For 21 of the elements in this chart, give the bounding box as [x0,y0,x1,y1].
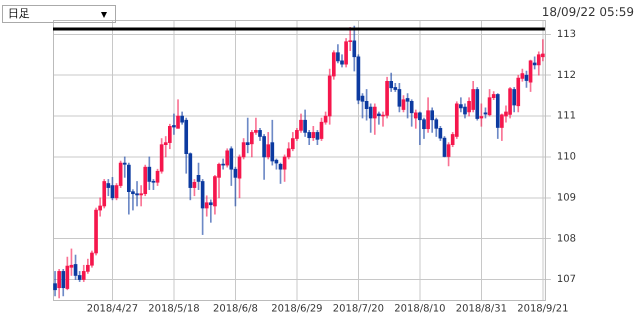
x-tick-label: 2018/5/18 [148,304,200,315]
text: 18/09/22 05:59 [542,5,634,19]
candlestick [484,108,488,118]
y-tick-label: 107 [556,274,576,286]
candlestick [135,181,139,206]
x-tick-label: 2018/6/29 [271,304,323,315]
y-tick-label: 110 [556,152,576,163]
candlestick [172,114,176,135]
y-tick-label: 109 [556,192,576,204]
y-tick-label: 113 [556,28,576,40]
y-tick-label: 112 [556,70,576,81]
x-tick-label: 2018/9/21 [517,304,569,315]
x-tick-label: 2018/8/31 [456,304,508,315]
y-tick-label: 108 [556,233,576,244]
x-tick-label: 2018/8/10 [394,304,446,315]
period-dropdown: 日足 [2,5,116,23]
x-tick-label: 2018/6/8 [212,304,258,315]
candlestick [278,162,282,184]
y-tick-label: 111 [556,110,576,122]
x-tick-label: 2018/7/20 [332,304,384,315]
x-tick-label: 2018/4/27 [86,304,138,315]
